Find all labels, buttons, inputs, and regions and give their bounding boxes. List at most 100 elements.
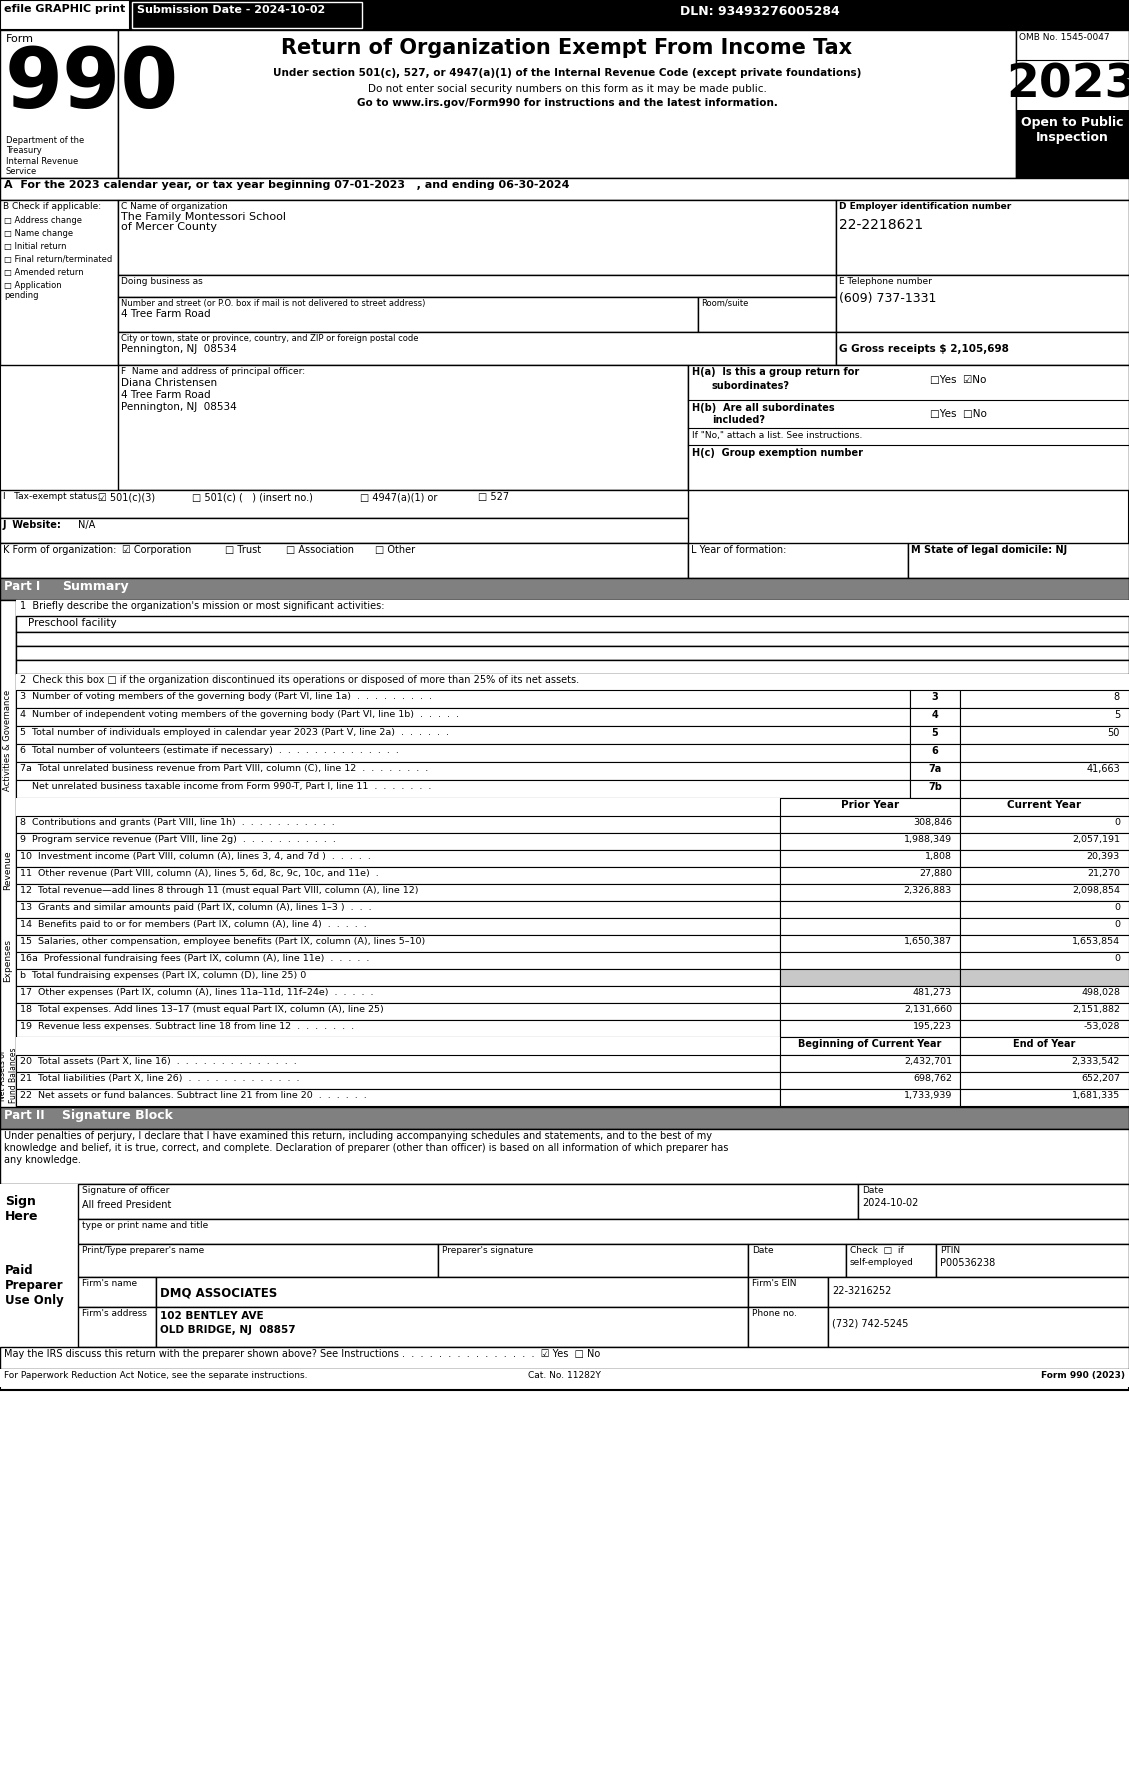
Text: 2,131,660: 2,131,660 <box>904 1005 952 1014</box>
Text: □ Trust: □ Trust <box>225 546 261 555</box>
Text: 1,653,854: 1,653,854 <box>1071 938 1120 947</box>
Bar <box>960 849 1129 867</box>
Bar <box>16 761 910 781</box>
Text: Return of Organization Exempt From Income Tax: Return of Organization Exempt From Incom… <box>281 39 852 58</box>
Bar <box>698 297 835 332</box>
Text: The Family Montessori School: The Family Montessori School <box>121 212 286 223</box>
Text: 102 BENTLEY AVE: 102 BENTLEY AVE <box>160 1310 264 1321</box>
Bar <box>960 1090 1129 1106</box>
Text: Firm's address: Firm's address <box>82 1309 147 1317</box>
Text: 1,808: 1,808 <box>925 851 952 862</box>
Text: 7a  Total unrelated business revenue from Part VIII, column (C), line 12  .  .  : 7a Total unrelated business revenue from… <box>20 765 428 774</box>
Bar <box>960 1003 1129 1021</box>
Bar <box>960 708 1129 726</box>
Text: P00536238: P00536238 <box>940 1257 996 1268</box>
Text: Check  □  if: Check □ if <box>850 1247 903 1256</box>
Text: 2  Check this box □ if the organization discontinued its operations or disposed : 2 Check this box □ if the organization d… <box>20 675 579 685</box>
Text: Department of the
Treasury
Internal Revenue
Service: Department of the Treasury Internal Reve… <box>6 136 85 177</box>
Bar <box>0 1347 1129 1369</box>
Text: C Name of organization: C Name of organization <box>121 201 228 210</box>
Text: efile GRAPHIC print: efile GRAPHIC print <box>5 4 125 14</box>
Text: J  Website:: J Website: <box>3 519 62 530</box>
Text: -53,028: -53,028 <box>1084 1023 1120 1031</box>
Bar <box>828 1307 1129 1347</box>
Bar <box>780 901 960 918</box>
Text: 2,098,854: 2,098,854 <box>1073 887 1120 895</box>
Text: Number and street (or P.O. box if mail is not delivered to street address): Number and street (or P.O. box if mail i… <box>121 298 426 307</box>
Text: I   Tax-exempt status:: I Tax-exempt status: <box>3 493 100 502</box>
Text: For Paperwork Reduction Act Notice, see the separate instructions.: For Paperwork Reduction Act Notice, see … <box>5 1370 307 1379</box>
Bar <box>858 1183 1129 1219</box>
Bar <box>0 1369 1129 1386</box>
Text: 22-2218621: 22-2218621 <box>839 217 924 231</box>
Bar <box>16 660 1129 675</box>
Bar <box>78 1307 156 1347</box>
Text: All freed President: All freed President <box>82 1201 172 1210</box>
Text: 0: 0 <box>1114 920 1120 929</box>
Bar <box>780 970 960 985</box>
Bar <box>16 901 780 918</box>
Text: 2,057,191: 2,057,191 <box>1073 835 1120 844</box>
Bar <box>960 952 1129 970</box>
Bar <box>960 1054 1129 1072</box>
Text: □Yes  □No: □Yes □No <box>930 410 987 419</box>
Text: 10  Investment income (Part VIII, column (A), lines 3, 4, and 7d )  .  .  .  .  : 10 Investment income (Part VIII, column … <box>20 851 370 862</box>
Text: Revenue: Revenue <box>3 849 12 890</box>
Bar <box>16 1003 780 1021</box>
Bar <box>749 1243 846 1277</box>
Text: 6  Total number of volunteers (estimate if necessary)  .  .  .  .  .  .  .  .  .: 6 Total number of volunteers (estimate i… <box>20 745 399 756</box>
Bar <box>780 834 960 849</box>
Text: Beginning of Current Year: Beginning of Current Year <box>798 1038 942 1049</box>
Text: 3: 3 <box>931 692 938 703</box>
Bar <box>960 1021 1129 1037</box>
Bar <box>16 1090 780 1106</box>
Text: 4 Tree Farm Road: 4 Tree Farm Road <box>121 309 211 320</box>
Text: H(a)  Is this a group return for: H(a) Is this a group return for <box>692 367 859 376</box>
Text: L Year of formation:: L Year of formation: <box>691 546 787 555</box>
Text: Form 990 (2023): Form 990 (2023) <box>1041 1370 1124 1379</box>
Bar <box>16 600 1129 616</box>
Bar <box>16 867 780 885</box>
Text: □ 501(c) (   ) (insert no.): □ 501(c) ( ) (insert no.) <box>192 493 313 502</box>
Text: 5: 5 <box>931 728 938 738</box>
Bar <box>1016 30 1129 178</box>
Text: 1,681,335: 1,681,335 <box>1071 1091 1120 1100</box>
Bar <box>16 726 910 743</box>
Text: 4 Tree Farm Road: 4 Tree Farm Road <box>121 390 211 401</box>
Text: 1,733,939: 1,733,939 <box>903 1091 952 1100</box>
Bar <box>156 1277 749 1307</box>
Text: 698,762: 698,762 <box>913 1074 952 1083</box>
Bar <box>780 918 960 934</box>
Bar <box>16 646 1129 660</box>
Bar <box>0 577 1129 600</box>
Bar <box>908 542 1129 577</box>
Bar <box>0 489 688 517</box>
Text: Phone no.: Phone no. <box>752 1309 797 1317</box>
Bar <box>16 849 780 867</box>
Bar <box>119 297 698 332</box>
Bar <box>910 743 960 761</box>
Text: 0: 0 <box>1114 818 1120 826</box>
Text: ☑ 501(c)(3): ☑ 501(c)(3) <box>98 493 155 502</box>
Text: Sign
Here: Sign Here <box>5 1196 38 1224</box>
Text: 18  Total expenses. Add lines 13–17 (must equal Part IX, column (A), line 25): 18 Total expenses. Add lines 13–17 (must… <box>20 1005 384 1014</box>
Bar <box>749 1307 828 1347</box>
Bar <box>960 1037 1129 1054</box>
Text: 1,988,349: 1,988,349 <box>904 835 952 844</box>
Text: H(c)  Group exemption number: H(c) Group exemption number <box>692 449 863 457</box>
Bar <box>960 934 1129 952</box>
Bar <box>749 1277 828 1307</box>
Text: Net Assets or
Fund Balances: Net Assets or Fund Balances <box>0 1047 18 1102</box>
Bar <box>16 834 780 849</box>
Text: ☑ Corporation: ☑ Corporation <box>122 546 192 555</box>
Bar <box>780 867 960 885</box>
Text: E Telephone number: E Telephone number <box>839 277 931 286</box>
Text: 22  Net assets or fund balances. Subtract line 21 from line 20  .  .  .  .  .  .: 22 Net assets or fund balances. Subtract… <box>20 1091 367 1100</box>
Text: Room/suite: Room/suite <box>701 298 749 307</box>
Text: 8: 8 <box>1114 692 1120 703</box>
Text: City or town, state or province, country, and ZIP or foreign postal code: City or town, state or province, country… <box>121 334 419 343</box>
Bar <box>156 1307 749 1347</box>
Text: May the IRS discuss this return with the preparer shown above? See Instructions : May the IRS discuss this return with the… <box>5 1349 601 1360</box>
Text: 17  Other expenses (Part IX, column (A), lines 11a–11d, 11f–24e)  .  .  .  .  .: 17 Other expenses (Part IX, column (A), … <box>20 987 374 998</box>
Bar <box>78 1183 858 1219</box>
